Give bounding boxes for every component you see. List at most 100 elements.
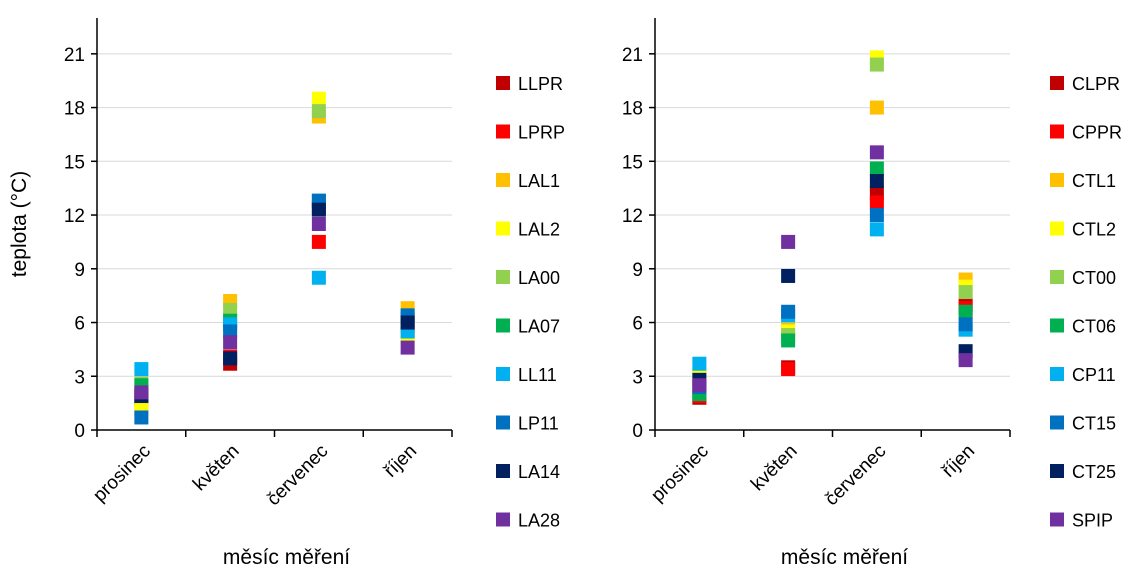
legend-swatch: [496, 173, 510, 187]
legend-swatch: [496, 124, 510, 139]
x-axis-title: měsíc měření: [781, 546, 908, 569]
legend-swatch: [496, 415, 510, 430]
y-tick-label: 21: [622, 45, 643, 66]
data-point: [958, 285, 973, 300]
y-axis-title: teplota (°C): [8, 171, 31, 277]
legend-swatch: [1050, 415, 1064, 430]
legend-label: CP11: [1072, 365, 1116, 385]
data-point: [311, 234, 326, 249]
legend-label: SPIP: [1072, 511, 1113, 531]
legend-swatch: [1050, 464, 1064, 478]
y-tick-label: 9: [74, 260, 85, 281]
y-tick-label: 9: [632, 260, 643, 281]
y-tick-label: 3: [632, 367, 643, 388]
y-tick-label: 15: [64, 152, 85, 173]
data-point: [692, 356, 707, 371]
data-point: [134, 385, 149, 400]
data-point: [781, 333, 796, 348]
legend-swatch: [1050, 270, 1064, 284]
legend-label: CT06: [1072, 317, 1116, 337]
legend-swatch: [496, 76, 510, 90]
x-category-label: říjen: [380, 441, 421, 482]
x-axis-title: měsíc měření: [223, 546, 350, 569]
legend-swatch: [496, 270, 510, 284]
y-tick-label: 6: [632, 314, 643, 335]
y-tick-label: 18: [622, 99, 643, 120]
data-point: [781, 362, 796, 377]
x-category-label: červenec: [263, 441, 332, 510]
data-point: [311, 270, 326, 285]
legend-label: LL11: [518, 365, 557, 385]
x-category-label: říjen: [938, 441, 979, 482]
data-point: [311, 202, 326, 217]
legend-label: LP11: [518, 414, 559, 434]
data-point: [311, 217, 326, 231]
data-point: [692, 378, 707, 393]
data-point: [400, 315, 415, 330]
legend-swatch: [1050, 76, 1064, 90]
data-point: [869, 161, 884, 176]
data-point: [869, 222, 884, 237]
data-point: [958, 317, 973, 332]
data-point: [223, 351, 238, 366]
data-point: [781, 268, 796, 283]
legend-swatch: [1050, 221, 1064, 236]
legend-swatch: [496, 512, 510, 527]
data-point: [311, 91, 326, 106]
data-point: [869, 195, 884, 210]
data-point: [223, 324, 238, 339]
legend-swatch: [1050, 367, 1064, 381]
legend-label: LA28: [518, 511, 560, 531]
data-point: [869, 208, 884, 223]
legend-swatch: [496, 464, 510, 478]
data-point: [869, 100, 884, 115]
x-category-label: květen: [747, 441, 801, 495]
legend-label: CT25: [1072, 462, 1116, 482]
x-category-label: červenec: [821, 441, 890, 510]
legend-label: CTL1: [1072, 171, 1116, 191]
y-tick-label: 18: [64, 99, 85, 120]
legend-label: CLPR: [1072, 74, 1120, 94]
data-point: [223, 335, 238, 350]
data-point: [134, 410, 149, 425]
data-point: [400, 340, 415, 355]
data-point: [958, 353, 973, 368]
legend-label: LA07: [518, 317, 560, 337]
legend-label: LA00: [518, 268, 560, 288]
data-point: [781, 304, 796, 319]
y-tick-label: 6: [74, 314, 85, 335]
legend-label: LPRP: [518, 123, 565, 143]
legend-swatch: [496, 367, 510, 381]
data-point: [958, 304, 973, 319]
legend-swatch: [1050, 173, 1064, 187]
legend-label: CTL2: [1072, 220, 1116, 240]
y-tick-label: 0: [632, 421, 643, 442]
legend-swatch: [496, 318, 510, 333]
y-tick-label: 0: [74, 421, 85, 442]
data-point: [223, 302, 238, 317]
y-tick-label: 12: [64, 206, 85, 227]
x-category-label: prosinec: [89, 441, 155, 507]
data-point: [134, 362, 149, 377]
y-tick-label: 3: [74, 367, 85, 388]
y-tick-label: 12: [622, 206, 643, 227]
right-chart-panel: 0 3 6 9 12 15 18 21 prosinec květen červenec říjen m…: [622, 18, 1122, 569]
legend-swatch: [1050, 512, 1064, 527]
data-point: [869, 174, 884, 189]
y-tick-label: 21: [64, 45, 85, 66]
legend-label: CT00: [1072, 268, 1116, 288]
legend-swatch: [496, 221, 510, 236]
legend-label: LAL1: [518, 171, 560, 191]
y-tick-label: 15: [622, 152, 643, 173]
data-point: [781, 234, 796, 249]
legend-label: CPPR: [1072, 123, 1122, 143]
data-point: [869, 57, 884, 72]
legend-label: LA14: [518, 462, 560, 482]
data-point: [311, 104, 326, 119]
legend-label: LAL2: [518, 220, 560, 240]
legend-swatch: [1050, 318, 1064, 333]
x-category-label: květen: [189, 441, 243, 495]
legend-label: CT15: [1072, 414, 1116, 434]
legend-swatch: [1050, 124, 1064, 139]
